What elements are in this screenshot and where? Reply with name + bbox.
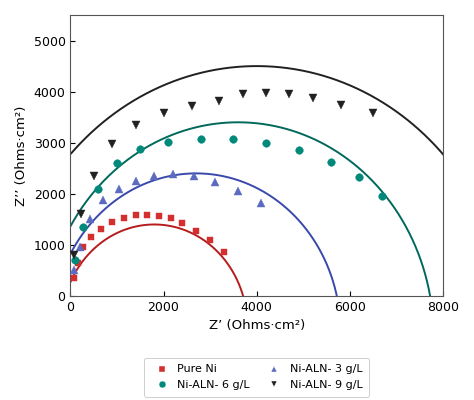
Legend: Pure Ni, Ni-ALN- 6 g/L, Ni-ALN- 3 g/L, Ni-ALN- 9 g/L: Pure Ni, Ni-ALN- 6 g/L, Ni-ALN- 3 g/L, N…: [144, 358, 369, 397]
X-axis label: Z’ (Ohms·cm²): Z’ (Ohms·cm²): [209, 320, 305, 332]
Y-axis label: Z’’ (Ohms·cm²): Z’’ (Ohms·cm²): [15, 105, 28, 206]
